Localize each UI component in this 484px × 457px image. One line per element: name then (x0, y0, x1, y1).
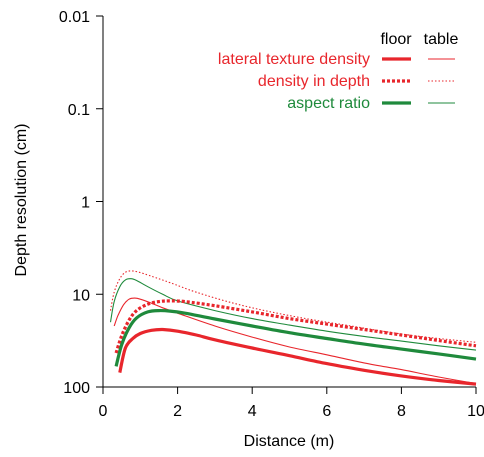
y-axis-title: Depth resolution (cm) (13, 124, 30, 277)
y-tick-label: 0.1 (68, 102, 90, 119)
series-line-0-floor (118, 327, 477, 386)
legend-label: density in depth (258, 73, 370, 90)
x-tick-label: 0 (99, 403, 108, 420)
legend-column-header-floor: floor (380, 31, 412, 48)
x-axis-title: Distance (m) (244, 433, 335, 450)
series-line-2-floor (114, 308, 477, 367)
y-tick-label: 0.01 (59, 9, 90, 26)
legend-column-header-table: table (424, 31, 459, 48)
legend-layer: floor table lateral texture density density… (218, 31, 459, 112)
axes-layer: 0.01 0.1 1 10 100 0 2 4 6 8 10 (59, 9, 484, 420)
series-line-1-floor (114, 299, 477, 354)
x-tick-label: 2 (173, 403, 182, 420)
x-tick-label: 10 (467, 403, 484, 420)
legend-label: lateral texture density (218, 51, 370, 68)
series-layer (109, 270, 477, 386)
legend-label: aspect ratio (287, 95, 370, 112)
x-tick-label: 6 (322, 403, 331, 420)
x-tick-label: 4 (248, 403, 257, 420)
y-tick-label: 1 (81, 195, 90, 212)
y-tick-label: 10 (72, 287, 90, 304)
x-tick-label: 8 (397, 403, 406, 420)
y-tick-label: 100 (63, 380, 90, 397)
series-line-1-table (109, 270, 477, 343)
